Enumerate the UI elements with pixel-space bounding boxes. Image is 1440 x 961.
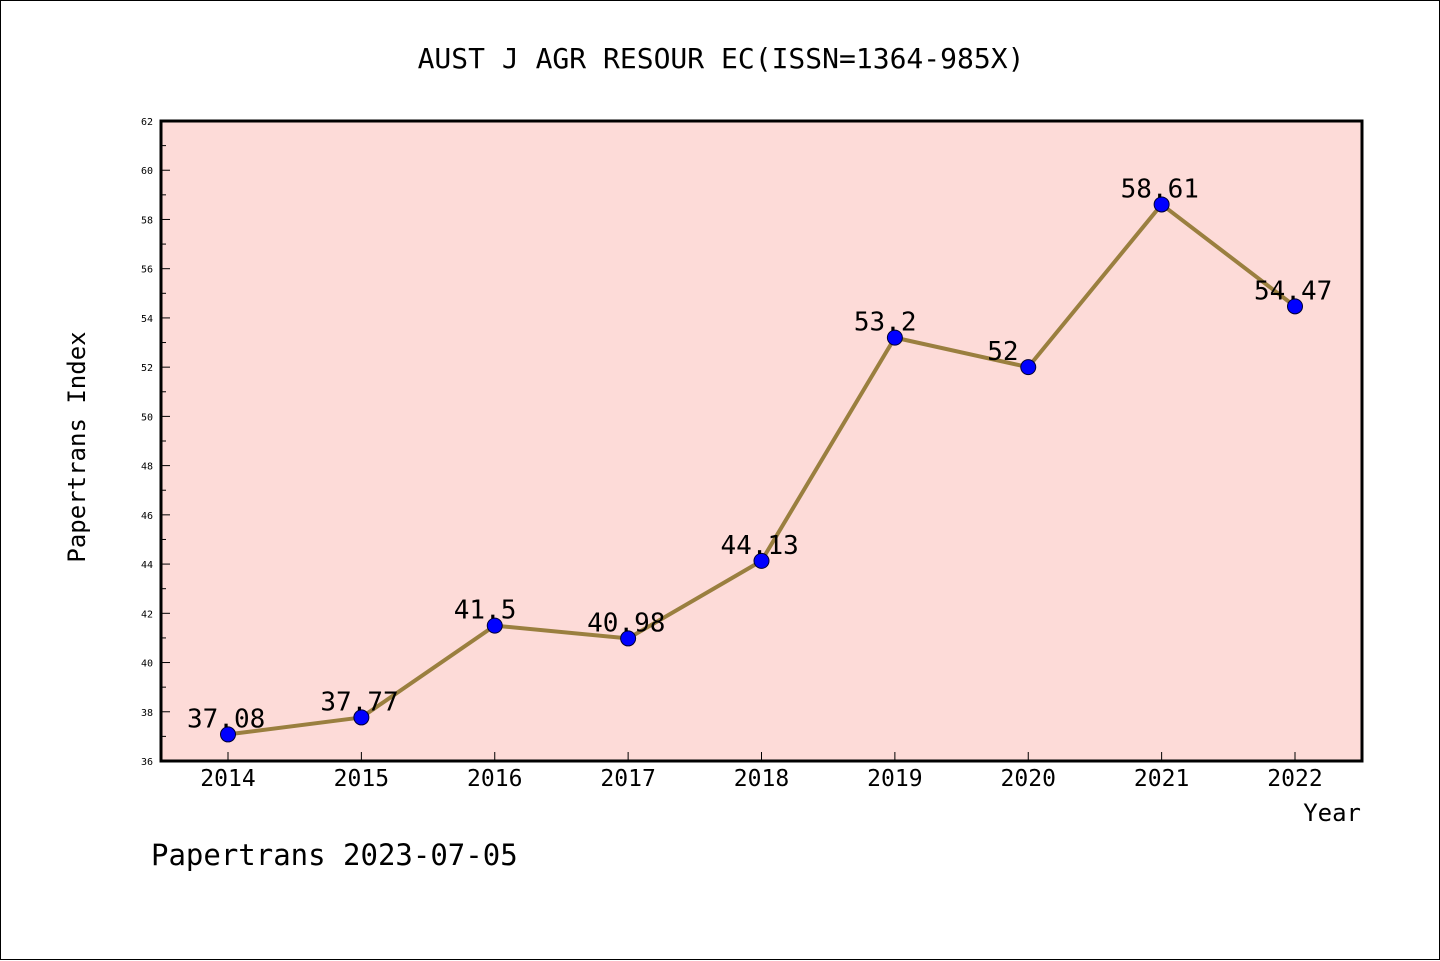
y-tick-label: 40: [141, 659, 153, 670]
x-tick-label: 2019: [867, 766, 922, 792]
x-tick-label: 2018: [734, 766, 789, 792]
y-tick-label: 44: [141, 560, 153, 571]
x-tick-label: 2020: [1001, 766, 1056, 792]
data-point: [353, 709, 370, 726]
data-label: 37.77: [320, 687, 398, 717]
series-line-group: [220, 196, 1303, 743]
data-point: [886, 329, 903, 346]
x-axis-label: Year: [1303, 799, 1361, 827]
y-tick-label: 52: [141, 363, 153, 374]
data-point: [486, 617, 503, 634]
data-labels: 37.08 37.77 41.5 40.98 44.13 53.2 52 58.61 54.47: [187, 174, 1332, 734]
data-label: 37.08: [187, 704, 265, 734]
y-tick-label: 36: [141, 757, 153, 768]
x-tick-label: 2017: [600, 766, 655, 792]
x-tick-label: 2015: [334, 766, 389, 792]
x-tick-label: 2021: [1134, 766, 1189, 792]
y-tick-label: 56: [141, 265, 153, 276]
data-point: [620, 630, 637, 647]
x-tick-label: 2014: [200, 766, 255, 792]
y-tick-label: 38: [141, 708, 153, 719]
y-tick-label: 46: [141, 511, 153, 522]
y-tick-label: 62: [141, 117, 153, 128]
y-tick-label: 60: [141, 166, 153, 177]
x-tick-label: 2022: [1267, 766, 1322, 792]
footer-text: Papertrans 2023-07-05: [151, 838, 518, 872]
chart-title: AUST J AGR RESOUR EC(ISSN=1364-985X): [418, 42, 1025, 75]
y-tick-label: 54: [141, 314, 153, 325]
y-tick-label: 50: [141, 412, 153, 423]
data-label: 54.47: [1254, 276, 1332, 306]
y-axis: 36 38 40 42 44 46 48 50 52 54 56 58 60 62: [141, 117, 170, 768]
x-tick-label: 2016: [467, 766, 522, 792]
data-label: 41.5: [454, 596, 517, 626]
data-label: 44.13: [721, 531, 799, 561]
y-tick-label: 48: [141, 462, 153, 473]
data-point: [1153, 196, 1170, 213]
plot-area: [159, 119, 1364, 763]
data-point: [1287, 298, 1303, 315]
data-label: 52: [987, 337, 1018, 367]
y-tick-label: 58: [141, 215, 153, 226]
x-axis: 2014 2015 2016 2017 2018 2019 2020 2021 2022: [200, 752, 1323, 792]
data-point: [1020, 359, 1037, 376]
data-point: [220, 726, 236, 743]
data-label: 40.98: [587, 608, 665, 638]
data-label: 58.61: [1121, 174, 1199, 204]
data-label: 53.2: [854, 308, 917, 338]
y-tick-label: 42: [141, 609, 153, 620]
y-axis-label: Papertrans Index: [63, 331, 91, 562]
data-point: [753, 552, 770, 569]
